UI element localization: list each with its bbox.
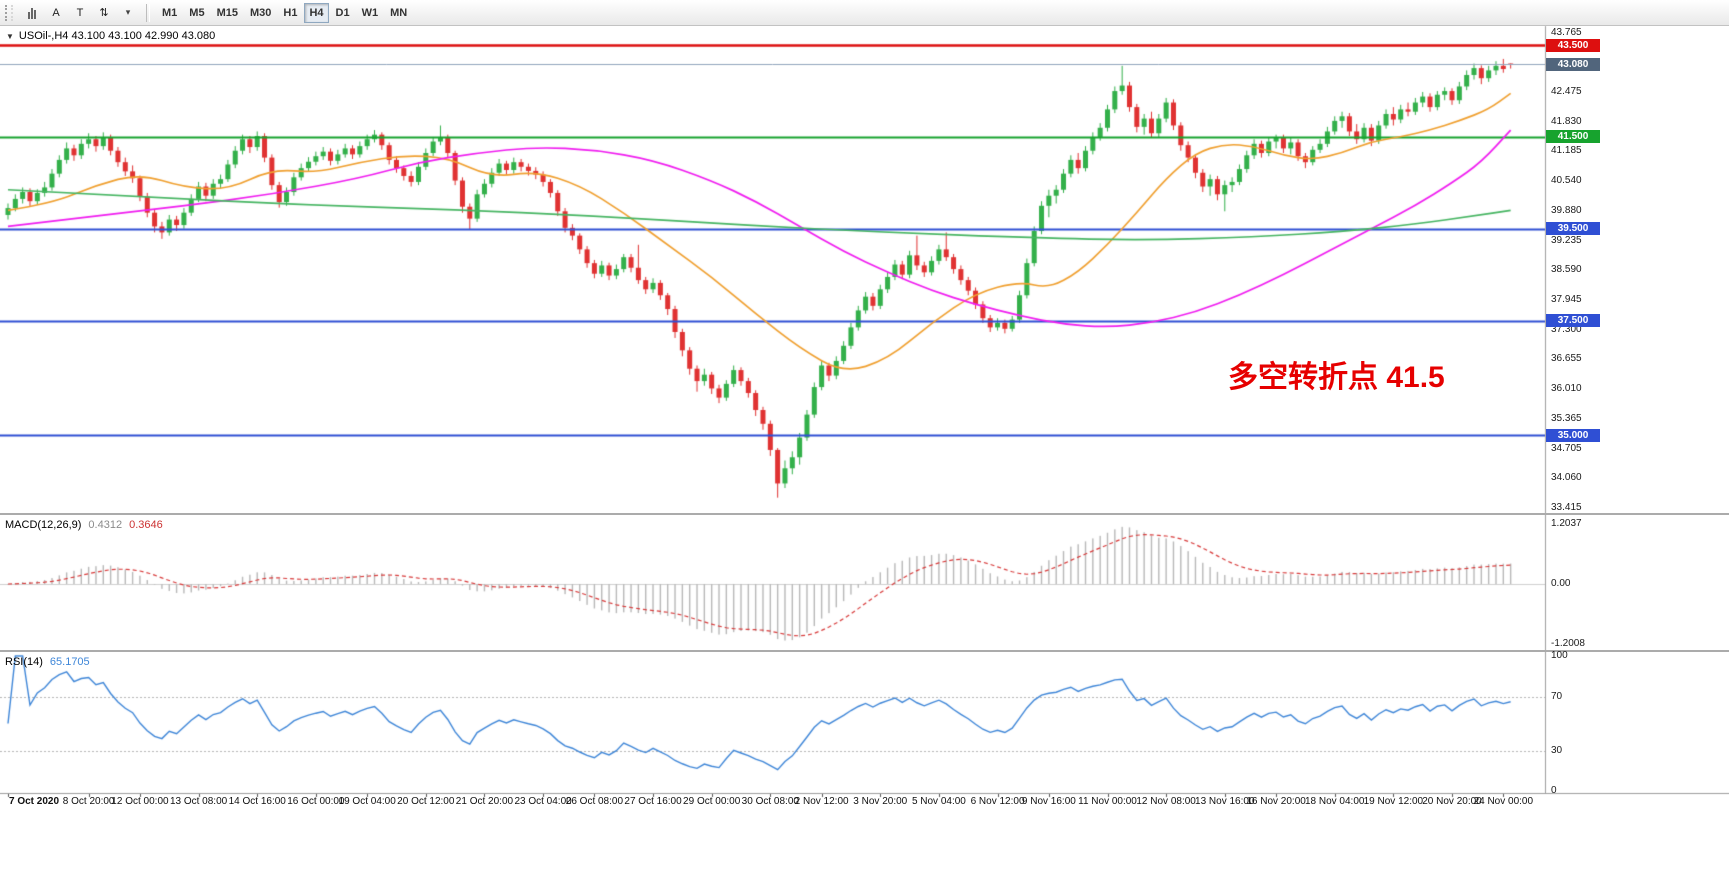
timeframe-button-m15[interactable]: M15 [216, 6, 238, 19]
time-axis-label: 2 Nov 12:00 [794, 796, 849, 807]
time-axis-label: 3 Nov 20:00 [853, 796, 908, 807]
time-axis-label: 7 Oct 2020 [8, 796, 60, 807]
chart-title-text: USOil-,H4 43.100 43.100 42.990 43.080 [18, 30, 216, 42]
toolbar: A T ⇅ ▾ M1 M5 M15 M30 H1 H4 D1 W1 MN [0, 0, 1729, 26]
chart-title: ▼ USOil-,H4 43.100 43.100 42.990 43.080 [6, 30, 215, 42]
time-axis-label: 12 Oct 00:00 [111, 796, 169, 807]
toolbar-separator [146, 3, 150, 22]
chevron-down-icon: ▾ [125, 7, 131, 17]
time-axis-label: 24 Nov 00:00 [1473, 796, 1534, 807]
timeframe-button-mn[interactable]: MN [390, 6, 408, 19]
price-scale-label: 40.540 [1551, 175, 1582, 186]
time-axis-label: 16 Oct 00:00 [287, 796, 345, 807]
time-axis[interactable]: 7 Oct 2020 8 Oct 20:00 12 Oct 00:00 13 Oct … [0, 796, 1729, 810]
macd-scale-label: -1.2008 [1551, 637, 1585, 649]
cursor-tool-button[interactable]: A [52, 6, 60, 19]
timeframe-button-h1[interactable]: H1 [283, 6, 298, 19]
macd-title: MACD(12,26,9) 0.4312 0.3646 [5, 519, 163, 531]
macd-scale-label: 1.2037 [1551, 518, 1582, 530]
time-axis-label: 18 Nov 04:00 [1304, 796, 1365, 807]
text-tool-button[interactable]: T [76, 6, 84, 19]
price-scale-label: 38.590 [1551, 264, 1582, 276]
price-scale-label: 34.705 [1551, 442, 1582, 454]
rsi-scale-label: 0 [1551, 785, 1557, 796]
chart-type-button[interactable] [21, 3, 43, 23]
price-scale-label: 37.300 [1551, 323, 1582, 335]
time-axis-label: 12 Nov 08:00 [1136, 796, 1196, 807]
price-scale-label: 43.765 [1551, 27, 1582, 38]
price-scale-label: 34.060 [1551, 472, 1582, 484]
toolbar-grip[interactable] [5, 4, 13, 21]
time-axis-label: 20 Oct 12:00 [397, 796, 455, 807]
price-badge: 35.000 [1546, 428, 1600, 442]
time-axis-label: 14 Oct 16:00 [228, 796, 286, 807]
rsi-scale-label: 30 [1551, 744, 1563, 756]
time-axis-label: 20 Nov 20:00 [1422, 796, 1482, 807]
time-axis-label: 11 Nov 00:00 [1078, 796, 1137, 807]
time-axis-label: 13 Nov 16:00 [1195, 796, 1255, 807]
time-axis-label: 5 Nov 04:00 [911, 796, 966, 807]
time-axis-label: 19 Oct 04:00 [338, 796, 396, 807]
arrows-up-down-icon: ⇅ [99, 7, 109, 19]
time-axis-label: 13 Oct 08:00 [169, 796, 228, 807]
price-badge: 37.500 [1546, 314, 1600, 328]
annotation-text: 多空转折点 41.5 [1228, 361, 1445, 394]
collapse-triangle-icon[interactable]: ▼ [6, 32, 14, 41]
time-axis-label: 8 Oct 20:00 [62, 796, 115, 807]
time-axis-label: 16 Nov 20:00 [1246, 796, 1306, 807]
timeframe-group: M1 M5 M15 M30 H1 H4 D1 W1 MN [156, 2, 413, 23]
rsi-title-text: RSI(14) [5, 656, 43, 668]
price-scale-label: 37.945 [1551, 294, 1582, 306]
price-scale-label: 39.235 [1551, 234, 1582, 246]
macd-main-value: 0.4312 [88, 519, 123, 531]
macd-title-text: MACD(12,26,9) [5, 519, 82, 531]
timeframe-button-h4[interactable]: H4 [304, 2, 329, 23]
price-scale-label: 36.010 [1551, 382, 1582, 394]
macd-scale-label: 0.00 [1551, 578, 1571, 589]
timeframe-button-d1[interactable]: D1 [335, 6, 350, 19]
rsi-title: RSI(14) 65.1705 [5, 656, 90, 668]
timeframe-button-m5[interactable]: M5 [189, 6, 205, 19]
toolbar-dropdown-button[interactable]: ▾ [117, 3, 139, 23]
timeframe-button-m30[interactable]: M30 [249, 6, 272, 19]
time-axis-label: 26 Oct 08:00 [565, 796, 624, 807]
price-scale-label: 42.475 [1551, 86, 1582, 98]
macd-signal-value: 0.3646 [129, 519, 163, 531]
timeframe-button-w1[interactable]: W1 [361, 6, 379, 19]
price-scale-label: 41.185 [1551, 145, 1582, 157]
time-axis-label: 27 Oct 16:00 [624, 796, 682, 807]
time-axis-label: 30 Oct 08:00 [741, 796, 799, 807]
price-badge: 39.500 [1546, 222, 1600, 236]
price-badge: 43.500 [1546, 38, 1600, 52]
rsi-value: 65.1705 [49, 656, 90, 668]
pane-splitter[interactable] [0, 513, 1729, 515]
timeframe-button-m1[interactable]: M1 [162, 6, 178, 19]
price-scale-label: 33.415 [1551, 501, 1582, 513]
time-axis-label: 21 Oct 20:00 [455, 796, 514, 807]
price-scale-label: 36.655 [1551, 353, 1582, 365]
rsi-scale-label: 100 [1551, 650, 1568, 661]
rsi-scale-label: 70 [1551, 690, 1563, 702]
price-scale-label: 39.880 [1551, 205, 1582, 217]
price-scale-label: 35.365 [1551, 412, 1582, 424]
time-axis-label: 6 Nov 12:00 [970, 796, 1025, 807]
price-badge: 41.500 [1546, 130, 1600, 144]
time-axis-label: 29 Oct 00:00 [683, 796, 741, 807]
price-badge: 43.080 [1546, 57, 1600, 71]
time-axis-label: 19 Nov 12:00 [1363, 796, 1424, 807]
time-axis-label: 9 Nov 16:00 [1021, 796, 1076, 807]
bar-chart-icon [28, 7, 36, 19]
time-axis-label: 23 Oct 04:00 [514, 796, 572, 807]
pane-splitter[interactable] [0, 650, 1729, 652]
indicator-tool-button[interactable]: ⇅ [93, 3, 115, 23]
price-scale-label: 41.830 [1551, 115, 1582, 127]
